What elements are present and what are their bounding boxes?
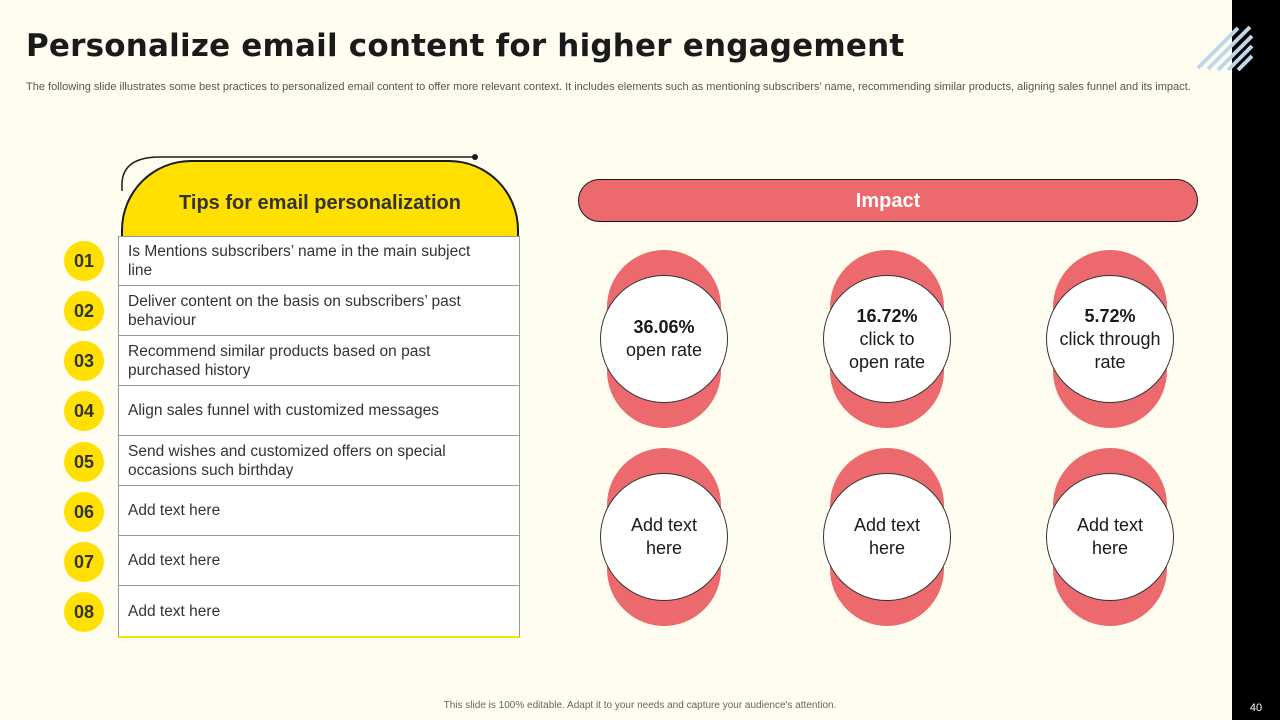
metric-placeholder: Add text here — [1040, 448, 1180, 626]
metric-value: 36.06% — [633, 317, 695, 337]
tips-header-title: Tips for email personalization — [179, 192, 461, 214]
metric-disc: 16.72% click to open rate — [823, 275, 951, 403]
metric-placeholder: Add text here — [817, 448, 957, 626]
tip-row: Is Mentions subscribers’ name in the mai… — [118, 236, 520, 286]
tip-number-badge: 05 — [64, 442, 104, 482]
tip-text: Add text here — [128, 552, 221, 569]
tip-number-badge: 02 — [64, 291, 104, 331]
tip-row: Add text here — [118, 586, 520, 636]
impact-header-bar — [578, 179, 1198, 222]
tip-number-badge: 04 — [64, 391, 104, 431]
tip-row: Send wishes and customized offers on spe… — [118, 436, 520, 486]
tips-list — [118, 236, 520, 638]
metric-disc: Add text here — [823, 473, 951, 601]
metric-label: open rate — [625, 340, 703, 360]
tips-header-panel — [121, 160, 519, 236]
page-title: Personalize email content for higher eng… — [26, 28, 905, 64]
tip-number-badge: 01 — [64, 241, 104, 281]
metric-label: Add text here — [853, 515, 921, 558]
metric-open-rate: 36.06% open rate — [594, 250, 734, 428]
metric-label: Add text here — [630, 515, 698, 558]
tip-row: Deliver content on the basis on subscrib… — [118, 286, 520, 336]
tip-number-badge: 06 — [64, 492, 104, 532]
metric-label: Add text here — [1076, 515, 1144, 558]
metric-placeholder: Add text here — [594, 448, 734, 626]
metric-value: 5.72% — [1084, 305, 1136, 326]
tip-number-badge: 03 — [64, 341, 104, 381]
metric-label: click to open rate — [848, 328, 926, 372]
tip-row: Add text here — [118, 486, 520, 536]
tip-text: Add text here — [128, 602, 221, 620]
tip-row: Recommend similar products based on past… — [118, 336, 520, 386]
tip-row: Add text here — [118, 536, 520, 586]
tip-number-badge: 08 — [64, 592, 104, 632]
corner-stripes-decoration — [1196, 13, 1254, 71]
footer-note: This slide is 100% editable. Adapt it to… — [443, 700, 837, 711]
right-black-strip — [1232, 0, 1280, 720]
tip-text: Add text here — [128, 502, 221, 519]
tip-text: Deliver content on the basis on subscrib… — [128, 292, 461, 329]
tip-number-badge: 07 — [64, 542, 104, 582]
tip-text: Send wishes and customized offers on spe… — [128, 442, 446, 479]
metric-label: click through rate — [1059, 328, 1161, 372]
metric-click-to-open-rate: 16.72% click to open rate — [817, 250, 957, 428]
tip-text: Is Mentions subscribers’ name in the mai… — [128, 242, 471, 279]
metric-disc: 36.06% open rate — [600, 275, 728, 403]
page-number: 40 — [1249, 702, 1263, 714]
page-subtitle: The following slide illustrates some bes… — [26, 81, 1191, 93]
metric-value: 16.72% — [856, 305, 918, 326]
impact-header-title: Impact — [855, 190, 921, 212]
tip-text: Recommend similar products based on past… — [128, 342, 431, 379]
tip-row: Align sales funnel with customized messa… — [118, 386, 520, 436]
header-accent-line — [121, 154, 478, 191]
metric-disc: 5.72% click through rate — [1046, 275, 1174, 403]
metric-disc: Add text here — [1046, 473, 1174, 601]
tip-text: Align sales funnel with customized messa… — [128, 402, 440, 419]
metric-disc: Add text here — [600, 473, 728, 601]
metric-click-through-rate: 5.72% click through rate — [1040, 250, 1180, 428]
